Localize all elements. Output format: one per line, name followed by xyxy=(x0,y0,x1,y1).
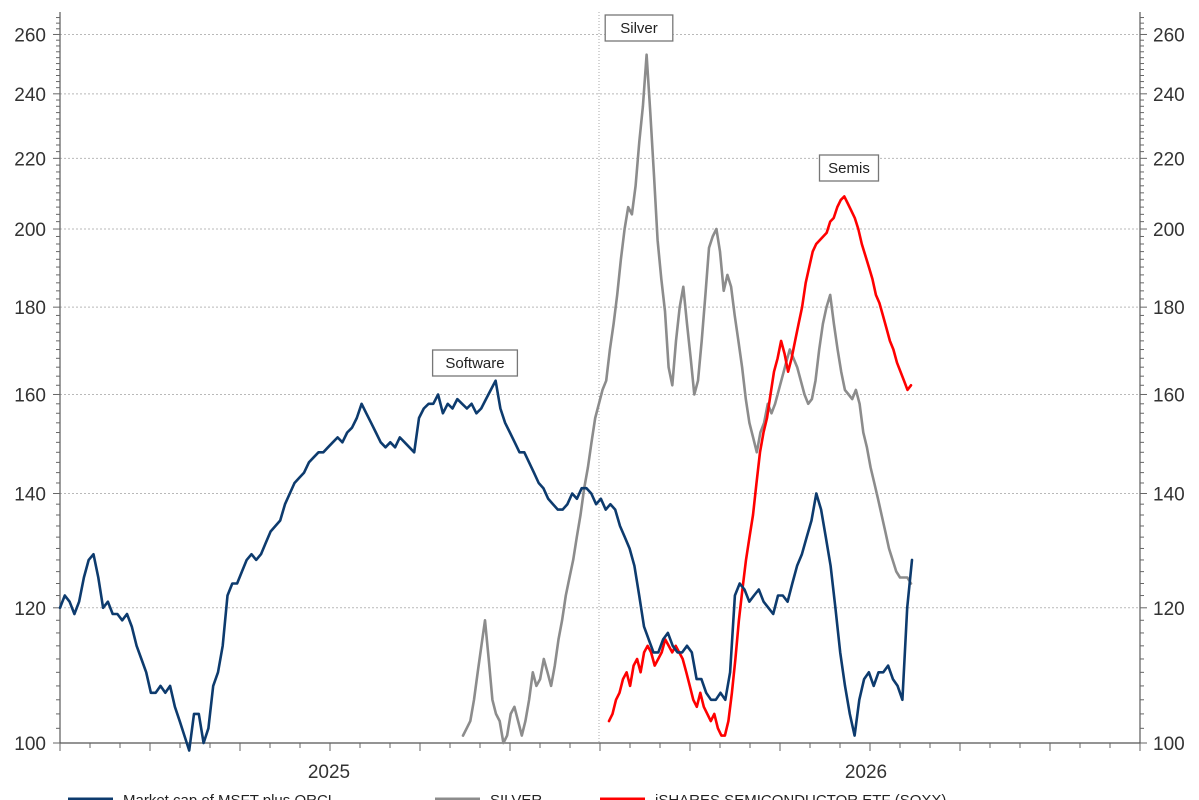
y-tick-label-right: 100 xyxy=(1153,734,1185,755)
legend: Market cap of MSFT plus ORCL SILVER iSHARE… xyxy=(68,792,946,800)
y-tick-label-left: 220 xyxy=(14,149,46,170)
y-tick-label-right: 240 xyxy=(1153,85,1185,106)
callout-label: Software xyxy=(445,355,504,372)
y-tick-label-left: 200 xyxy=(14,220,46,241)
y-tick-label-left: 100 xyxy=(14,734,46,755)
legend-label: Market cap of MSFT plus ORCL xyxy=(123,792,336,800)
y-tick-label-right: 120 xyxy=(1153,599,1185,620)
y-tick-label-left: 140 xyxy=(14,485,46,506)
legend-label: iSHARES SEMICONDUCTOR ETF (SOXX) xyxy=(655,792,946,800)
callout-box xyxy=(818,154,880,182)
callout-box xyxy=(604,14,674,42)
y-tick-label-right: 220 xyxy=(1153,149,1185,170)
series-lines xyxy=(58,53,914,752)
legend-label: SILVER xyxy=(490,792,542,800)
y-tick-label-left: 180 xyxy=(14,298,46,319)
y-tick-label-right: 140 xyxy=(1153,485,1185,506)
y-tick-label-left: 260 xyxy=(14,25,46,46)
callout-annotations: Software Silver Semis xyxy=(431,14,880,377)
x-tick-label: 2026 xyxy=(845,762,887,783)
y-tick-label-right: 180 xyxy=(1153,298,1185,319)
y-tick-label-left: 240 xyxy=(14,85,46,106)
callout-label: Silver xyxy=(620,20,658,37)
x-tick-label: 2025 xyxy=(308,762,350,783)
y-tick-label-left: 120 xyxy=(14,599,46,620)
y-tick-label-right: 160 xyxy=(1153,385,1185,406)
axes: 100 100 120 120 140 140 160 160 180 180 200 200 220 2… xyxy=(14,12,1185,783)
gridlines xyxy=(60,33,1140,609)
series-line xyxy=(58,379,914,752)
series-line xyxy=(461,53,913,745)
callout-box xyxy=(431,349,519,377)
y-tick-label-left: 160 xyxy=(14,385,46,406)
y-tick-label-right: 260 xyxy=(1153,25,1185,46)
callout-label: Semis xyxy=(828,160,870,177)
series-line xyxy=(607,195,913,737)
y-tick-label-right: 200 xyxy=(1153,220,1185,241)
